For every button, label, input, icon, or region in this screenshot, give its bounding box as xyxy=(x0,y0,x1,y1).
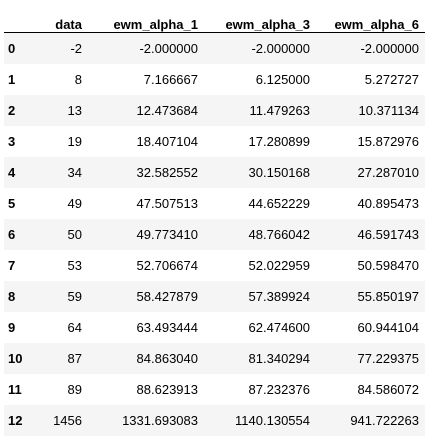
cell-ewm-alpha-6: 15.872976 xyxy=(357,133,419,149)
cell-ewm-alpha-1: 88.623913 xyxy=(136,381,198,397)
cell-ewm-alpha-1: 47.507513 xyxy=(136,195,198,211)
row-index: 4 xyxy=(8,164,16,180)
cell-ewm-alpha-3: 17.280899 xyxy=(248,133,310,149)
table-row: 1 8 7.166667 6.125000 5.272727 xyxy=(4,63,425,95)
row-index: 12 xyxy=(8,412,23,428)
cell-data: 59 xyxy=(67,288,82,304)
cell-ewm-alpha-1: 84.863040 xyxy=(136,350,198,366)
cell-ewm-alpha-3: 1140.130554 xyxy=(235,412,310,428)
cell-ewm-alpha-6: 60.944104 xyxy=(357,319,419,335)
cell-ewm-alpha-6: 941.722263 xyxy=(350,412,419,428)
cell-ewm-alpha-3: 48.766042 xyxy=(248,226,310,242)
header-row: data ewm_alpha_1 ewm_alpha_3 ewm_alpha_6 xyxy=(4,0,425,33)
table-row: 0 -2 -2.000000 -2.000000 -2.000000 xyxy=(4,32,425,64)
table-row: 8 59 58.427879 57.389924 55.850197 xyxy=(4,280,425,312)
cell-ewm-alpha-3: 30.150168 xyxy=(248,164,310,180)
cell-data: -2 xyxy=(70,40,82,56)
header-ewm-alpha-1: ewm_alpha_1 xyxy=(88,0,204,33)
cell-ewm-alpha-3: 81.340294 xyxy=(248,350,310,366)
cell-ewm-alpha-3: 6.125000 xyxy=(255,71,310,87)
cell-ewm-alpha-6: 55.850197 xyxy=(357,288,419,304)
cell-data: 50 xyxy=(67,226,82,242)
header-data: data xyxy=(42,0,88,33)
cell-ewm-alpha-1: 52.706674 xyxy=(136,257,198,273)
cell-data: 19 xyxy=(67,133,82,149)
cell-ewm-alpha-6: 77.229375 xyxy=(357,350,419,366)
table-row: 10 87 84.863040 81.340294 77.229375 xyxy=(4,342,425,374)
row-index: 5 xyxy=(8,195,16,211)
cell-ewm-alpha-3: 52.022959 xyxy=(248,257,310,273)
table-row: 7 53 52.706674 52.022959 50.598470 xyxy=(4,249,425,281)
cell-data: 49 xyxy=(67,195,82,211)
cell-ewm-alpha-3: 62.474600 xyxy=(248,319,310,335)
cell-ewm-alpha-3: 11.479263 xyxy=(249,102,311,118)
row-index: 3 xyxy=(8,133,16,149)
cell-ewm-alpha-6: 50.598470 xyxy=(357,257,419,273)
cell-data: 53 xyxy=(67,257,82,273)
header-index xyxy=(4,0,42,33)
row-index: 2 xyxy=(8,102,16,118)
table-row: 2 13 12.473684 11.479263 10.371134 xyxy=(4,94,425,126)
cell-ewm-alpha-3: 57.389924 xyxy=(248,288,310,304)
cell-ewm-alpha-1: 49.773410 xyxy=(136,226,198,242)
cell-ewm-alpha-1: 58.427879 xyxy=(136,288,198,304)
cell-ewm-alpha-6: -2.000000 xyxy=(360,40,419,56)
row-index: 1 xyxy=(8,71,16,87)
cell-ewm-alpha-1: 18.407104 xyxy=(136,133,198,149)
cell-data: 1456 xyxy=(53,412,82,428)
table-row: 3 19 18.407104 17.280899 15.872976 xyxy=(4,125,425,157)
row-index: 11 xyxy=(8,381,22,397)
cell-data: 34 xyxy=(67,164,82,180)
cell-ewm-alpha-1: 32.582552 xyxy=(136,164,198,180)
cell-ewm-alpha-3: 87.232376 xyxy=(248,381,310,397)
cell-ewm-alpha-6: 27.287010 xyxy=(357,164,419,180)
table-row: 12 1456 1331.693083 1140.130554 941.7222… xyxy=(4,404,425,436)
cell-data: 64 xyxy=(67,319,82,335)
row-index: 6 xyxy=(8,226,16,242)
cell-ewm-alpha-3: 44.652229 xyxy=(248,195,310,211)
header-ewm-alpha-6: ewm_alpha_6 xyxy=(316,0,425,33)
cell-ewm-alpha-1: 12.473684 xyxy=(136,102,198,118)
cell-ewm-alpha-6: 5.272727 xyxy=(364,71,419,87)
header-ewm-alpha-3: ewm_alpha_3 xyxy=(204,0,316,33)
table-row: 4 34 32.582552 30.150168 27.287010 xyxy=(4,156,425,188)
row-index: 8 xyxy=(8,288,16,304)
cell-ewm-alpha-3: -2.000000 xyxy=(251,40,310,56)
table-row: 6 50 49.773410 48.766042 46.591743 xyxy=(4,218,425,250)
cell-ewm-alpha-6: 84.586072 xyxy=(357,381,419,397)
cell-data: 87 xyxy=(67,350,82,366)
cell-ewm-alpha-6: 40.895473 xyxy=(357,195,419,211)
table-row: 5 49 47.507513 44.652229 40.895473 xyxy=(4,187,425,219)
table-row: 9 64 63.493444 62.474600 60.944104 xyxy=(4,311,425,343)
row-index: 0 xyxy=(8,40,16,56)
cell-data: 89 xyxy=(67,381,82,397)
row-index: 7 xyxy=(8,257,16,273)
cell-data: 13 xyxy=(67,102,82,118)
table-row: 11 89 88.623913 87.232376 84.586072 xyxy=(4,373,425,405)
cell-ewm-alpha-1: 7.166667 xyxy=(143,71,198,87)
cell-data: 8 xyxy=(74,71,82,87)
cell-ewm-alpha-1: 63.493444 xyxy=(136,319,198,335)
cell-ewm-alpha-6: 46.591743 xyxy=(357,226,419,242)
cell-ewm-alpha-1: -2.000000 xyxy=(139,40,198,56)
row-index: 9 xyxy=(8,319,16,335)
cell-ewm-alpha-6: 10.371134 xyxy=(358,102,420,118)
dataframe-table: data ewm_alpha_1 ewm_alpha_3 ewm_alpha_6… xyxy=(4,0,425,436)
cell-ewm-alpha-1: 1331.693083 xyxy=(122,412,198,428)
row-index: 10 xyxy=(8,350,23,366)
